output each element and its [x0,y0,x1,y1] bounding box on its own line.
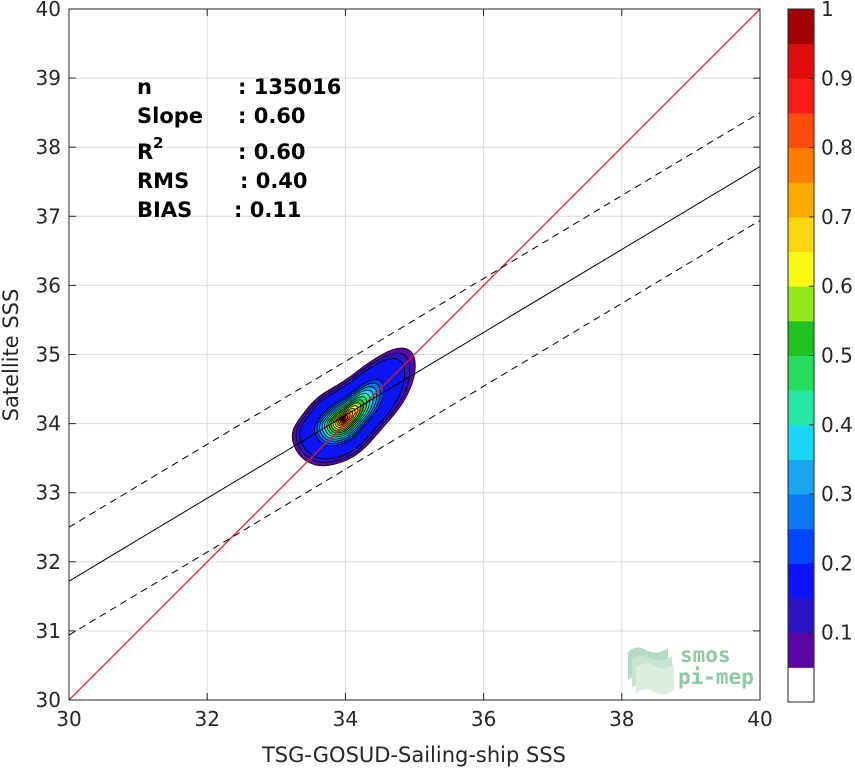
colorbar-swatch [788,320,814,356]
density-contour [342,418,345,422]
x-tick-label: 40 [747,707,772,731]
logo-line2: pi-mep [678,665,754,689]
colorbar-swatch [788,459,814,495]
colorbar-swatch [788,43,814,79]
y-axis: 30 31 32 33 34 35 36 37 38 39 40 [36,0,760,712]
colorbar-swatch [788,355,814,391]
colorbar-tick-label: 0.3 [821,482,853,506]
colorbar-swatch [788,147,814,183]
fit-lines [69,9,760,700]
colorbar-swatch [788,286,814,322]
x-axis: 30 32 34 36 38 40 [56,9,773,731]
colorbar-swatch [788,563,814,599]
colorbar-swatch [788,251,814,287]
logo-line1: smos [680,643,731,667]
stat-slope-value: : 0.60 [238,104,306,128]
y-tick-label: 38 [36,135,61,159]
colorbar-swatch [788,424,814,460]
colorbar-swatch [788,78,814,114]
upper-bound-line [69,112,760,528]
lower-bound-line [69,220,760,636]
identity-line [69,9,760,700]
stat-rms-value: : 0.40 [240,169,308,193]
stat-rms-label: RMS [137,169,189,193]
regression-line [69,166,760,582]
x-tick-label: 34 [333,707,358,731]
y-tick-label: 39 [36,66,61,90]
colorbar-swatch [788,494,814,530]
colorbar-swatch [788,112,814,149]
y-axis-label: Satellite SSS [0,289,23,422]
colorbar-tick-label: 0.5 [821,344,853,368]
colorbar-swatch [788,528,814,564]
x-tick-label: 30 [56,707,81,731]
stat-slope-label: Slope [137,104,203,128]
colorbar-tick-label: 0.6 [821,274,853,298]
stat-n-value: : 135016 [238,75,341,99]
x-axis-label: TSG-GOSUD-Sailing-ship SSS [261,743,566,767]
logo-waves-icon [628,647,674,695]
x-tick-label: 32 [194,707,219,731]
stats-box: n : 135016 Slope : 0.60 R 2 : 0.60 RMS :… [137,75,341,222]
y-tick-label: 32 [36,550,61,574]
colorbar-swatch [788,632,814,668]
colorbar-tick-label: 0.9 [821,66,853,90]
colorbar-swatch [788,390,814,426]
colorbar-tick-label: 1 [821,0,834,21]
colorbar-swatch [788,216,814,253]
colorbar-tick-label: 0.2 [821,551,853,575]
y-tick-label: 33 [36,481,61,505]
colorbar-tick-label: 0.4 [821,413,853,437]
x-tick-label: 36 [471,707,496,731]
colorbar-tick-label: 0.8 [821,136,853,160]
x-tick-label: 38 [609,707,634,731]
colorbar-tick-label: 0.7 [821,205,853,229]
y-tick-label: 30 [36,688,61,712]
colorbar-swatch [788,667,814,703]
stat-r2-label: R [137,140,153,164]
colorbar-swatch [788,182,814,218]
colorbar-swatch [788,598,814,634]
colorbar-tick-label: 0.1 [821,621,853,645]
y-tick-label: 37 [36,204,61,228]
colorbar-swatch [788,9,814,45]
y-tick-label: 34 [36,412,61,436]
stat-r2-value: : 0.60 [238,140,306,164]
colorbar: 0.1 0.2 0.3 0.4 0.5 0.6 0.7 0.8 0.9 1 [787,0,853,703]
stat-bias-label: BIAS [137,198,192,222]
y-tick-label: 36 [36,273,61,297]
grid [68,8,761,701]
stat-r2-sup: 2 [153,134,163,152]
y-tick-label: 35 [36,343,61,367]
y-tick-label: 31 [36,619,61,643]
y-tick-label: 40 [36,0,61,21]
stat-n-label: n [137,75,152,99]
density-contours [291,347,416,467]
smos-pi-mep-logo: smos pi-mep [628,643,754,695]
stat-bias-value: : 0.11 [234,198,302,222]
